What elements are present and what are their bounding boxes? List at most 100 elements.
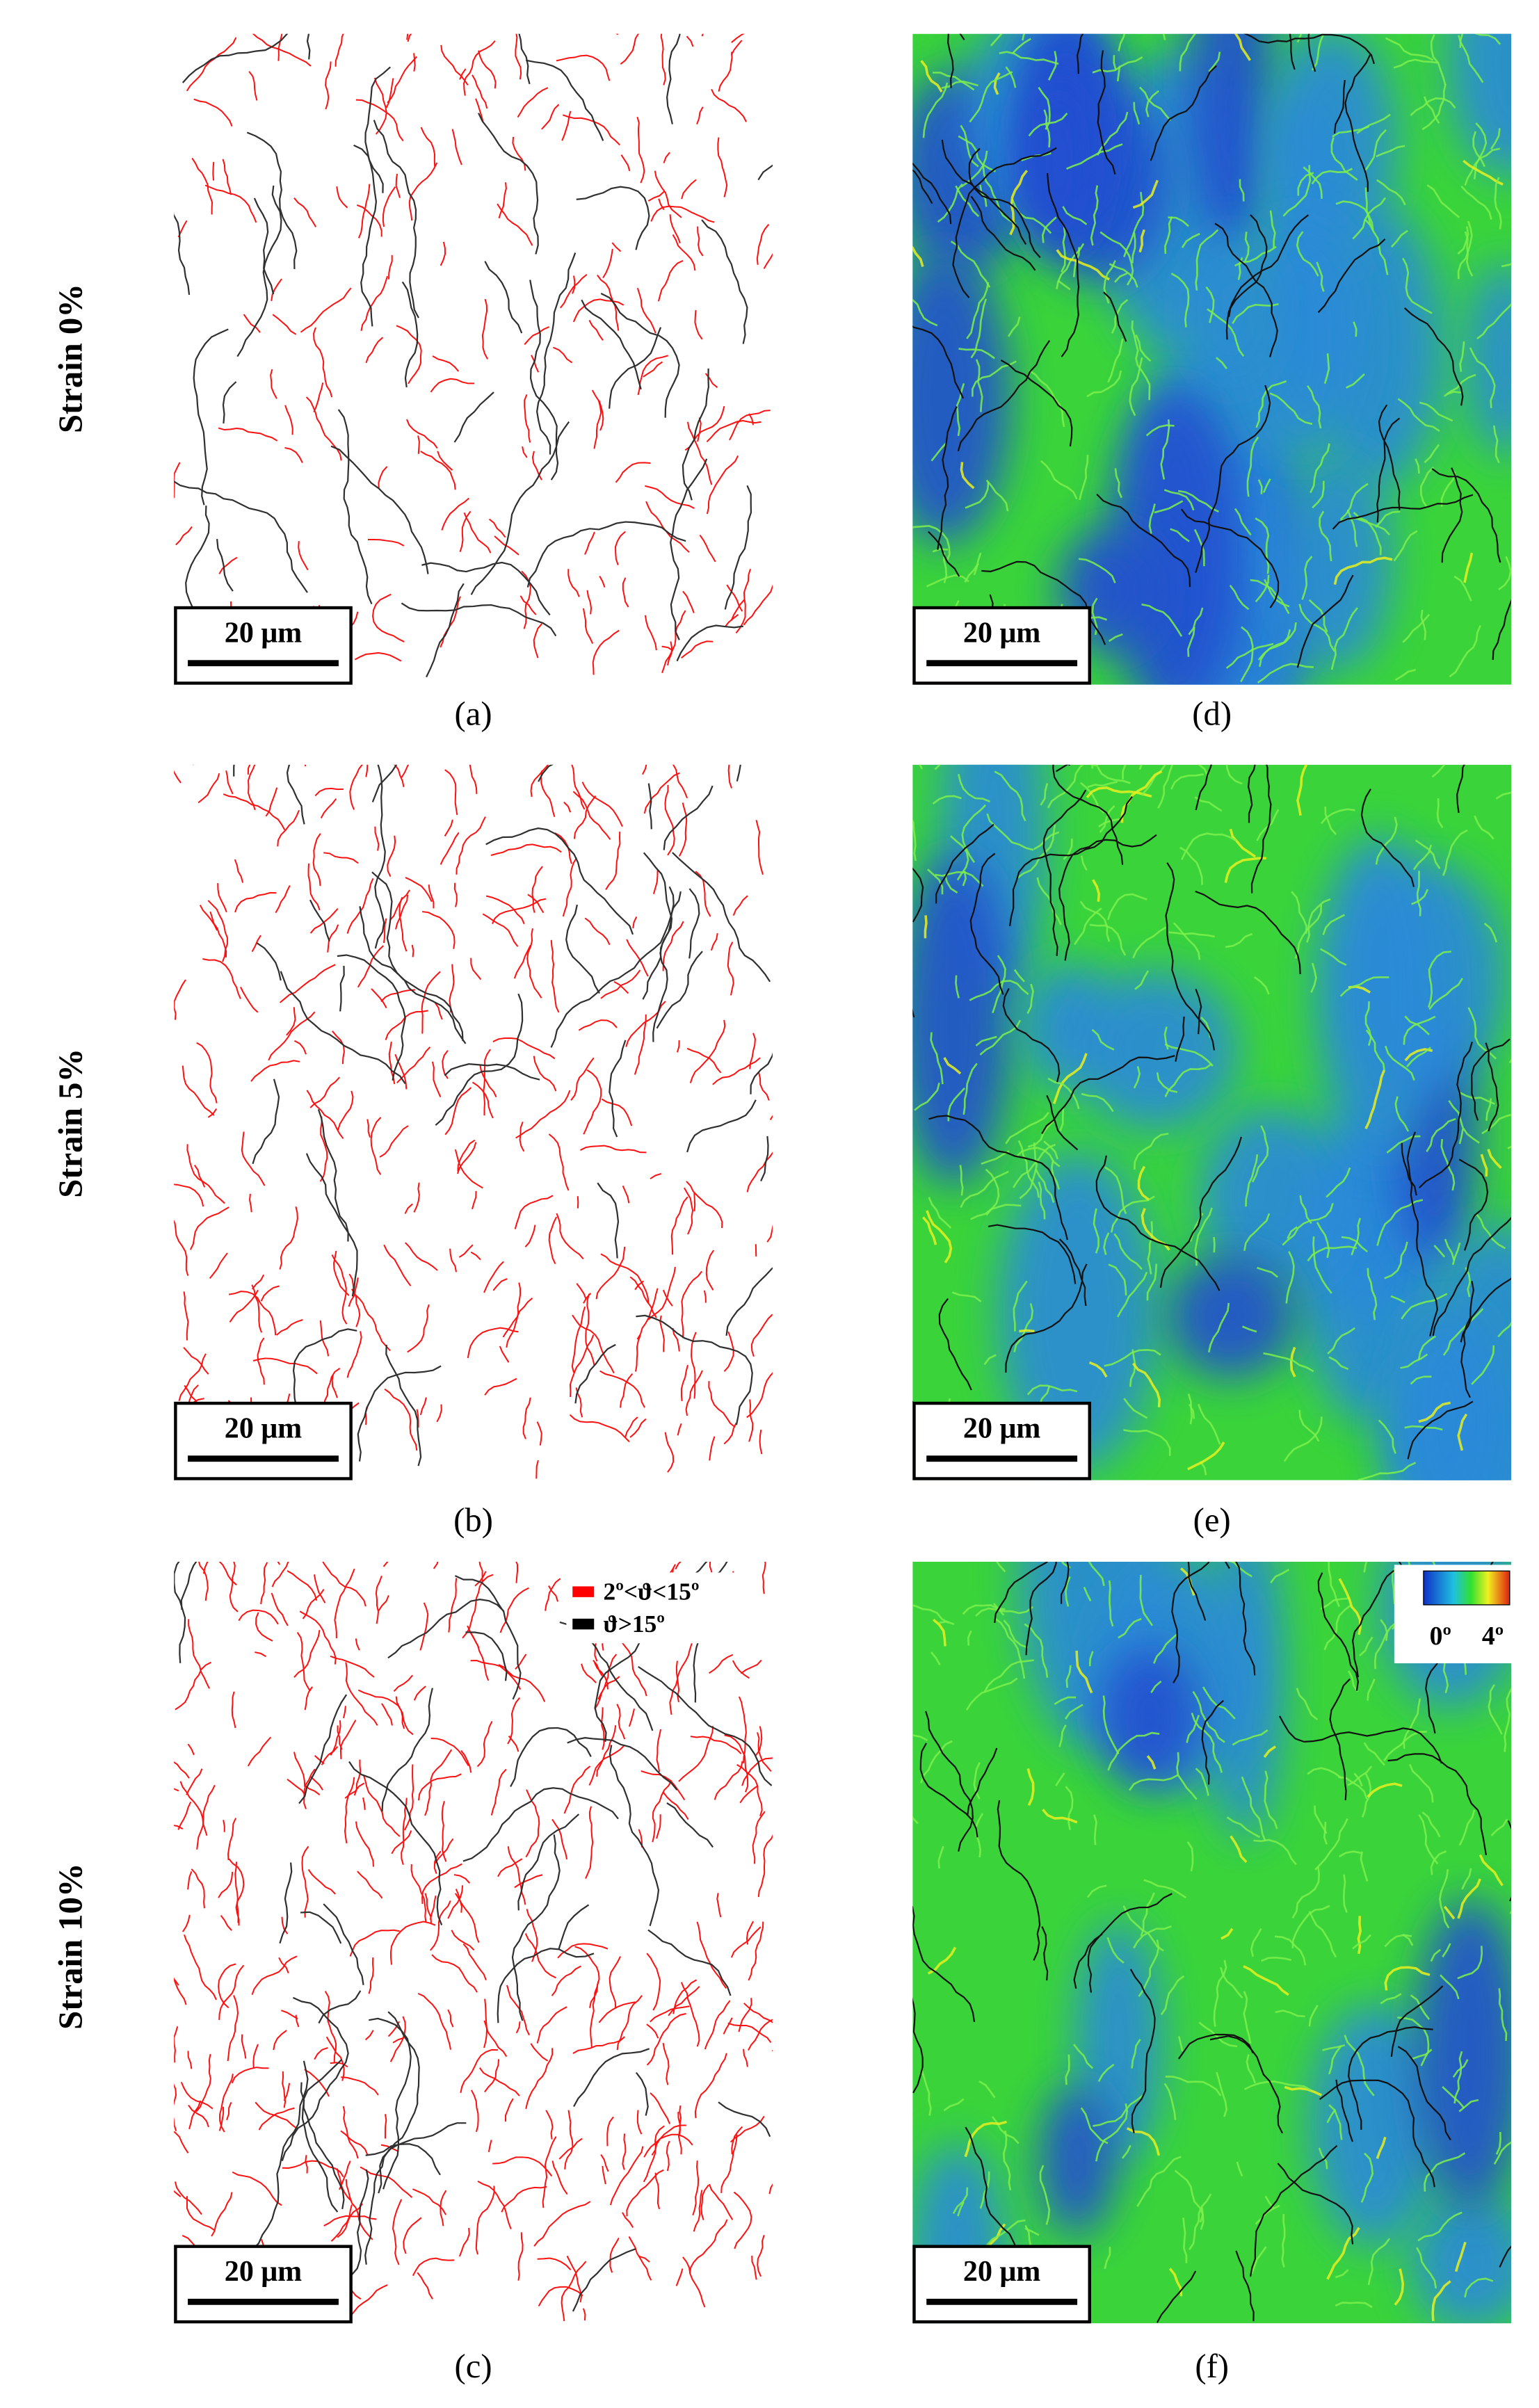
grain-boundary bbox=[510, 1727, 592, 1787]
low-misorientation-region bbox=[1316, 835, 1443, 1159]
grain-boundary bbox=[1041, 1926, 1049, 1981]
low-angle-boundary bbox=[706, 455, 739, 515]
strain-streak bbox=[1207, 308, 1245, 357]
strain-streak bbox=[1442, 829, 1468, 876]
strain-streak bbox=[1384, 1966, 1431, 1991]
low-angle-boundary bbox=[196, 1784, 216, 1850]
low-angle-boundary bbox=[429, 1895, 437, 1920]
low-angle-boundary bbox=[437, 451, 453, 471]
strain-streak bbox=[1508, 1058, 1512, 1064]
grain-boundary bbox=[1171, 1561, 1210, 1683]
strain-streak bbox=[1410, 1994, 1431, 2020]
low-angle-boundary bbox=[293, 1752, 306, 1787]
strain-streak bbox=[1320, 808, 1355, 825]
strain-streak bbox=[1028, 112, 1068, 137]
low-angle-boundary bbox=[474, 1571, 487, 1587]
strain-streak bbox=[1344, 2035, 1375, 2096]
low-angle-boundary bbox=[218, 1964, 245, 2020]
low-angle-boundary bbox=[355, 1638, 360, 1651]
low-angle-boundary bbox=[652, 1779, 672, 1843]
low-angle-boundary bbox=[708, 1381, 736, 1428]
strain-streak bbox=[970, 1204, 1022, 1220]
strain-streak bbox=[951, 1291, 982, 1302]
strain-streak bbox=[912, 1814, 919, 1825]
low-angle-boundary bbox=[389, 2016, 406, 2062]
low-angle-boundary bbox=[357, 1689, 405, 1729]
low-angle-boundary bbox=[419, 1397, 427, 1416]
low-angle-boundary bbox=[548, 1133, 570, 1191]
low-angle-boundary bbox=[304, 764, 307, 767]
low-angle-boundary bbox=[231, 1691, 236, 1729]
grain-boundary bbox=[1348, 2026, 1433, 2130]
strain-streak bbox=[1347, 1765, 1373, 1786]
low-angle-boundary bbox=[346, 878, 374, 934]
strain-streak bbox=[1507, 1145, 1512, 1149]
low-angle-boundary bbox=[602, 248, 613, 279]
low-angle-boundary bbox=[542, 2136, 557, 2208]
low-angle-boundary bbox=[732, 895, 748, 916]
legend-label: ϑ>15º bbox=[604, 1610, 665, 1638]
low-angle-boundary bbox=[341, 2076, 379, 2096]
strain-streak bbox=[1257, 1266, 1278, 1278]
panel-caption: (f) bbox=[1195, 2348, 1229, 2385]
grain-boundary bbox=[453, 391, 494, 443]
strain-streak bbox=[1163, 489, 1195, 511]
strain-streak bbox=[1415, 839, 1441, 869]
colorbar bbox=[1423, 1570, 1510, 1606]
low-angle-boundary bbox=[567, 569, 580, 597]
grain-boundary bbox=[725, 1267, 773, 1336]
strain-streak bbox=[1003, 1619, 1029, 1649]
strain-streak bbox=[1220, 1966, 1243, 1999]
low-angle-boundary bbox=[598, 400, 604, 431]
low-angle-boundary bbox=[615, 462, 651, 483]
strain-streak bbox=[921, 2070, 932, 2116]
low-angle-boundary bbox=[524, 326, 550, 346]
low-angle-boundary bbox=[454, 1149, 483, 1189]
grain-boundary bbox=[600, 292, 680, 418]
strain-streak bbox=[959, 1165, 964, 1196]
strain-streak bbox=[1412, 844, 1433, 871]
low-angle-boundary bbox=[652, 870, 659, 894]
low-angle-boundary bbox=[738, 1696, 747, 1763]
low-angle-boundary bbox=[282, 2160, 344, 2178]
strain-streak bbox=[934, 764, 942, 770]
low-angle-boundary bbox=[663, 1792, 689, 1820]
strain-streak bbox=[1375, 510, 1401, 528]
low-angle-boundary bbox=[729, 410, 771, 441]
grain-boundary bbox=[724, 485, 752, 610]
strain-streak bbox=[1322, 914, 1346, 935]
low-angle-boundary bbox=[433, 1850, 442, 1875]
low-angle-boundary bbox=[384, 2114, 387, 2139]
low-angle-boundary bbox=[476, 1720, 493, 1768]
grain-boundary bbox=[912, 1997, 924, 2094]
strain-streak bbox=[1281, 2213, 1286, 2268]
strain-streak bbox=[943, 552, 948, 583]
low-angle-boundary bbox=[710, 932, 718, 951]
strain-streak bbox=[926, 1210, 953, 1263]
low-angle-boundary bbox=[678, 802, 688, 857]
grain-boundary bbox=[1052, 764, 1124, 865]
grain-boundary bbox=[1025, 1561, 1057, 1656]
low-angle-boundary bbox=[293, 1040, 307, 1055]
grain-boundary bbox=[1418, 1041, 1473, 1189]
low-angle-boundary bbox=[248, 71, 258, 101]
strain-streak bbox=[1107, 338, 1124, 383]
low-angle-boundary bbox=[492, 1278, 508, 1291]
strain-streak bbox=[985, 1168, 1000, 1216]
strain-streak bbox=[1002, 2130, 1012, 2191]
low-angle-boundary bbox=[252, 1274, 265, 1290]
grain-boundary bbox=[1159, 1136, 1242, 1288]
grain-boundary bbox=[1060, 1561, 1070, 1604]
low-angle-boundary bbox=[420, 451, 456, 490]
strain-streak bbox=[1234, 33, 1252, 61]
low-angle-boundary bbox=[551, 1965, 581, 1996]
strain-streak bbox=[1208, 51, 1221, 72]
low-angle-boundary bbox=[622, 2133, 627, 2170]
strain-streak bbox=[1255, 574, 1270, 603]
low-angle-boundary bbox=[388, 254, 393, 280]
low-angle-boundary bbox=[708, 1654, 734, 1674]
low-angle-boundary bbox=[217, 883, 227, 913]
low-angle-boundary bbox=[731, 33, 745, 43]
strain-streak bbox=[1253, 976, 1270, 995]
low-angle-boundary bbox=[234, 1861, 239, 1923]
